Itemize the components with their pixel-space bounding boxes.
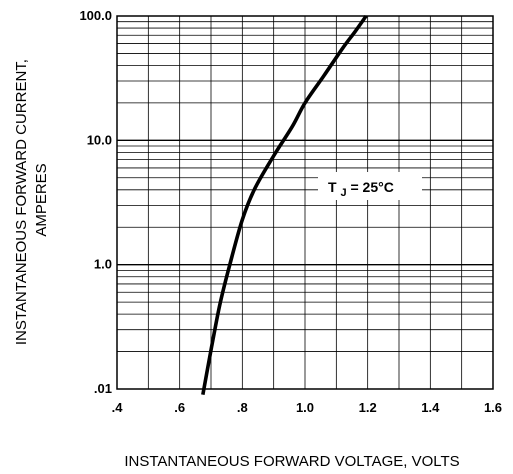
annotation-main: T	[328, 179, 337, 195]
series-curve-0	[201, 14, 368, 396]
tj-annotation: T J = 25°C	[318, 172, 422, 200]
x-tick-label: 1.4	[421, 400, 440, 415]
x-tick-label: .6	[174, 400, 185, 415]
x-tick-label: .4	[112, 400, 124, 415]
x-axis-label: INSTANTANEOUS FORWARD VOLTAGE, VOLTS	[124, 453, 459, 470]
plot-border	[116, 15, 494, 390]
y-tick-labels: .01 1.0 10.0 100.0	[79, 8, 112, 396]
y-axis-label: INSTANTANEOUS FORWARD CURRENT, AMPERES	[13, 55, 50, 345]
annotation-background	[318, 172, 422, 200]
y-axis-label-line-1: INSTANTANEOUS FORWARD CURRENT,	[13, 59, 30, 345]
x-tick-label: 1.2	[359, 400, 377, 415]
annotation-text: T J = 25°C	[328, 179, 394, 199]
x-tick-label: 1.6	[484, 400, 502, 415]
series-curves	[201, 14, 368, 396]
y-tick-label: 10.0	[87, 132, 112, 147]
x-tick-label: .8	[237, 400, 248, 415]
x-tick-label: 1.0	[296, 400, 314, 415]
annotation-rest: = 25°C	[350, 179, 393, 195]
x-tick-labels: .4 .6 .8 1.0 1.2 1.4 1.6	[112, 400, 502, 415]
y-axis-label-line-2: AMPERES	[33, 163, 50, 236]
y-tick-label: 100.0	[79, 8, 112, 23]
y-tick-label: 1.0	[94, 257, 112, 272]
y-tick-label: .01	[94, 381, 112, 396]
annotation-subscript: J	[340, 187, 346, 199]
grid-lines	[117, 16, 493, 389]
